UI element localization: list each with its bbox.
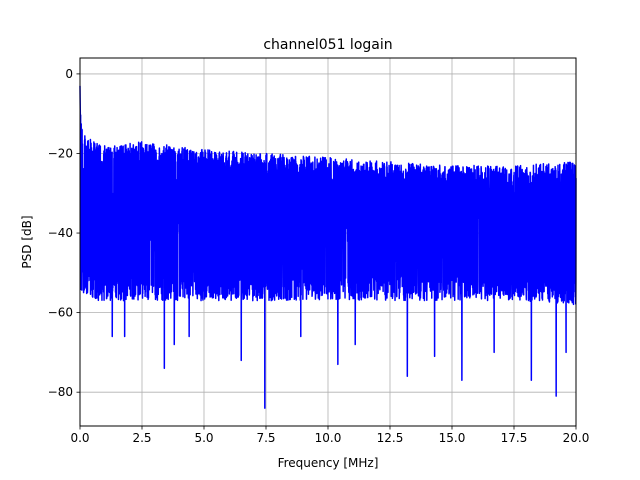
y-tick-label: −40 bbox=[48, 226, 73, 240]
x-tick-label: 2.5 bbox=[132, 431, 151, 445]
x-tick-label: 10.0 bbox=[315, 431, 342, 445]
x-axis-label: Frequency [MHz] bbox=[278, 456, 379, 470]
y-axis-label: PSD [dB] bbox=[20, 215, 34, 268]
plot-area bbox=[79, 85, 577, 409]
x-axis: 0.0 2.5 5.0 7.5 10.0 12.5 15.0 17.5 20.0 bbox=[70, 426, 589, 445]
chart-title: channel051 logain bbox=[263, 37, 392, 53]
x-tick-label: 20.0 bbox=[563, 431, 590, 445]
y-tick-label: 0 bbox=[65, 67, 73, 81]
y-axis: 0 −20 −40 −60 −80 bbox=[48, 67, 80, 399]
y-tick-label: −80 bbox=[48, 385, 73, 399]
x-tick-label: 15.0 bbox=[439, 431, 466, 445]
x-tick-label: 5.0 bbox=[194, 431, 213, 445]
y-tick-label: −20 bbox=[48, 146, 73, 160]
x-tick-label: 0.0 bbox=[70, 431, 89, 445]
x-tick-label: 7.5 bbox=[256, 431, 275, 445]
psd-series-line bbox=[79, 85, 577, 409]
x-tick-label: 17.5 bbox=[501, 431, 528, 445]
y-tick-label: −60 bbox=[48, 306, 73, 320]
x-tick-label: 12.5 bbox=[377, 431, 404, 445]
